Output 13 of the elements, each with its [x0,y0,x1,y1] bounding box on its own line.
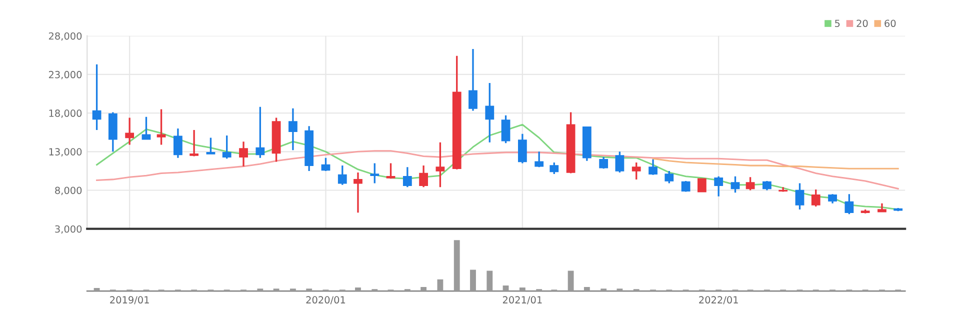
legend-label: 60 [884,20,896,28]
x-tick-label: 2019/01 [110,296,149,304]
y-tick-label: 3,000 [55,225,82,234]
y-tick-label: 13,000 [49,148,82,156]
x-tick-label: 2020/01 [306,296,346,304]
y-tick-label: 8,000 [55,186,82,196]
y-tick-label: 18,000 [49,110,82,118]
x-tick-label: 2021/01 [502,296,542,304]
x-tick-label: 2022/01 [699,296,738,304]
legend-label: 20 [856,20,868,28]
y-tick-label: 28,000 [48,32,82,41]
y-tick-label: 23,000 [48,70,82,80]
legend-label: 5 [835,20,840,28]
